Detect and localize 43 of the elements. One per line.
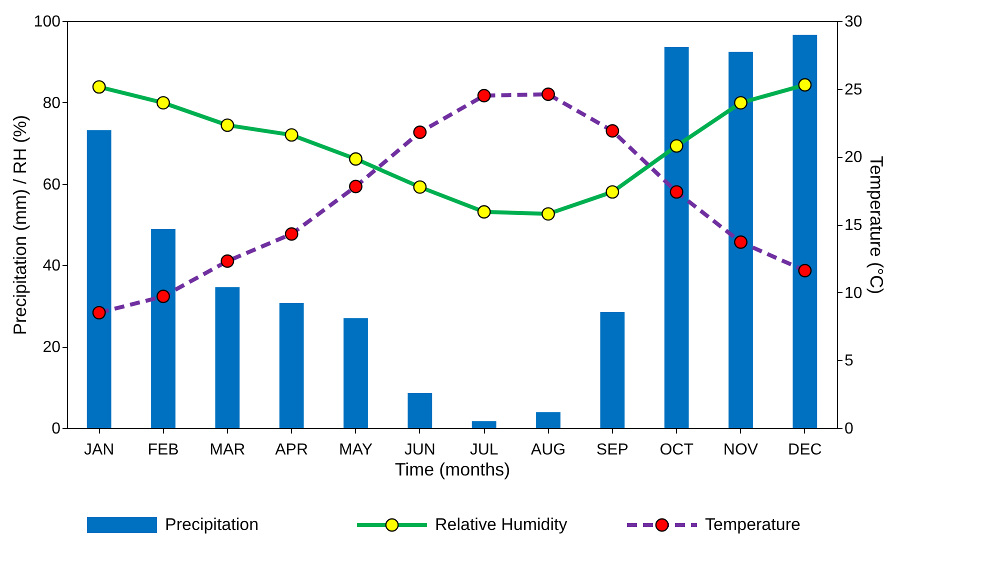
x-tick-label: APR <box>275 442 308 458</box>
bar <box>472 421 496 428</box>
x-tick-label: JAN <box>84 442 114 458</box>
bar <box>151 228 176 428</box>
x-tick-label: AUG <box>530 442 566 458</box>
y2-tick-label: 20 <box>844 149 862 166</box>
y-tick-label: 0 <box>52 420 61 438</box>
x-tick-label: OCT <box>660 442 694 458</box>
bar <box>728 52 753 428</box>
bar <box>536 412 560 428</box>
y2-axis-title: Temperature (°C) <box>866 156 886 294</box>
bar <box>600 312 625 428</box>
bar <box>408 393 432 428</box>
x-axis-title: Time (months) <box>394 460 510 480</box>
bar <box>86 130 112 428</box>
y2-tick-label: 30 <box>844 14 862 30</box>
bar <box>792 34 818 428</box>
x-tick-label: JUL <box>470 442 498 458</box>
bar <box>664 47 689 428</box>
y2-tick-label: 10 <box>844 284 862 302</box>
x-tick-label: JUN <box>404 442 436 458</box>
y2-tick-label: 5 <box>844 352 854 370</box>
y-axis-title: Precipitation (mm) / RH (%) <box>10 114 30 336</box>
bar <box>215 287 240 428</box>
y2-tick-label: 15 <box>844 217 862 234</box>
y-tick-label: 100 <box>34 14 61 30</box>
legend-label: Precipitation <box>165 515 259 534</box>
y-tick-label: 80 <box>42 94 61 112</box>
y2-tick-label: 25 <box>844 81 862 98</box>
x-tick-label: SEP <box>596 442 628 458</box>
bar <box>344 318 368 428</box>
x-tick-label: NOV <box>723 442 758 458</box>
x-tick-label: FEB <box>148 442 179 458</box>
legend-label: Relative Humidity <box>435 515 568 534</box>
x-tick-label: MAY <box>339 442 373 458</box>
y2-tick-label: 0 <box>844 420 854 438</box>
x-tick-label: DEC <box>788 442 822 458</box>
y-tick-label: 20 <box>42 339 61 356</box>
bar <box>279 303 304 428</box>
x-tick-label: MAR <box>210 442 246 458</box>
y-tick-label: 40 <box>42 258 61 275</box>
legend-label: Temperature <box>705 515 800 534</box>
y-tick-label: 60 <box>42 176 61 194</box>
